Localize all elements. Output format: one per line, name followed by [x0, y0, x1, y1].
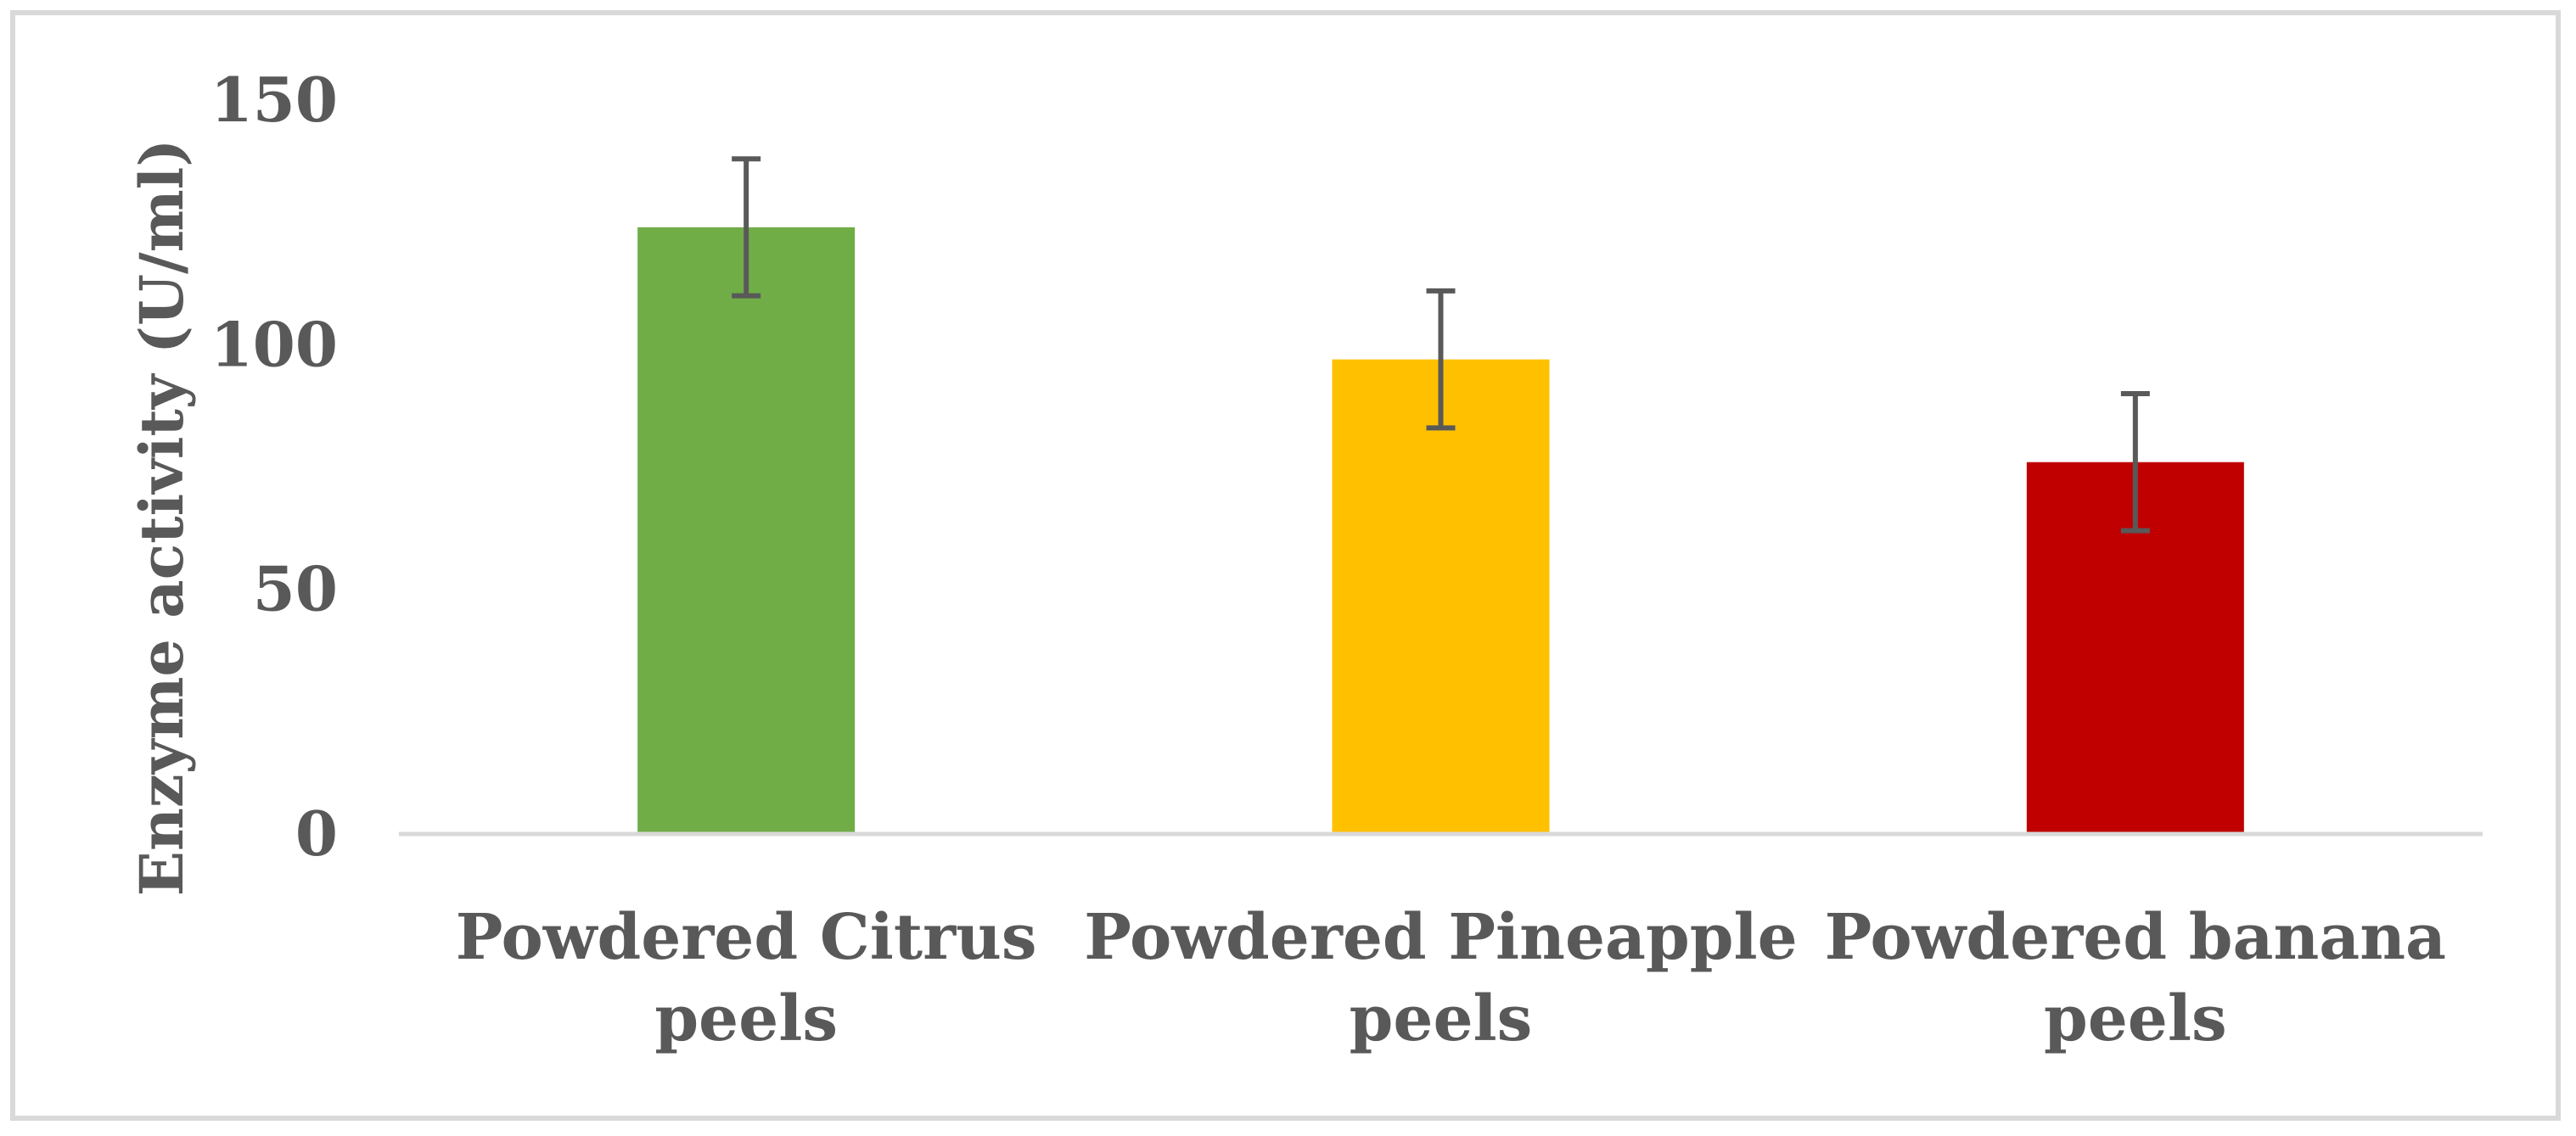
bar	[637, 227, 856, 834]
y-axis-ticks: 0 50 100 150	[210, 64, 338, 870]
error-bars-group	[732, 156, 2150, 534]
x-category-label: Powdered Citrus peels	[456, 901, 1037, 1055]
x-category-label: Powdered Pineapple peels	[1084, 901, 1797, 1055]
error-bar	[1426, 288, 1456, 431]
category-labels: Powdered Citrus peels Powdered Pineapple pe…	[456, 901, 2446, 1055]
bar	[1332, 359, 1550, 835]
error-bar	[2120, 391, 2150, 534]
y-tick-label: 0	[295, 797, 338, 870]
x-category-label: Powdered banana peels	[1825, 901, 2446, 1055]
bars-group	[637, 227, 2244, 835]
y-tick-label: 100	[210, 308, 338, 380]
y-axis-title: Enzyme activity (U/ml)	[126, 139, 197, 897]
y-tick-label: 50	[253, 553, 338, 625]
y-tick-label: 150	[210, 64, 338, 136]
error-bar	[732, 156, 761, 299]
